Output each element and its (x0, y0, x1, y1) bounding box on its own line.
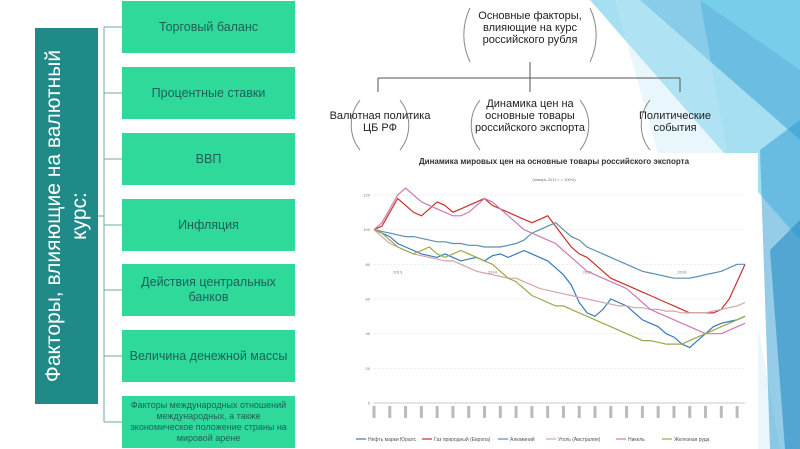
factor-trade-balance: Торговый баланс (122, 1, 295, 53)
x-tick-label (514, 406, 518, 418)
chart-title: Динамика мировых цен на основные товары … (419, 157, 690, 166)
x-tick-label (561, 406, 565, 418)
x-tick-label (419, 406, 423, 418)
export-price-chart: Динамика мировых цен на основные товары … (350, 153, 758, 449)
factor-label: Торговый баланс (158, 19, 259, 34)
factor-interest-rates: Процентные ставки (122, 67, 295, 119)
x-tick-label (435, 406, 439, 418)
year-label: 2013 (393, 269, 403, 274)
factor-label: Факторы международных отношений междунар… (130, 400, 287, 443)
tree-node-political-events: Политические события (639, 110, 711, 134)
series-line-5 (373, 229, 746, 345)
factor-label: Процентные ставки (151, 85, 266, 100)
x-tick-label (625, 406, 629, 418)
x-tick-label (483, 406, 487, 418)
x-tick-label (688, 406, 692, 418)
tree-node-cb-policy: Валютная политика ЦБ РФ (329, 110, 431, 134)
legend-entry: Железная руда (674, 437, 710, 443)
legend-entry: Нефть марки Юралс (368, 437, 417, 443)
x-tick-label (388, 406, 392, 418)
x-tick-label (640, 406, 644, 418)
factor-label: Действия центральных банков (141, 275, 276, 304)
legend-entry: Никель (628, 437, 645, 443)
series-line-1 (373, 197, 746, 314)
x-tick-label (656, 406, 660, 418)
x-tick-label (546, 406, 550, 418)
factor-label: ВВП (195, 151, 222, 166)
series-line-0 (373, 229, 746, 349)
x-tick-label (404, 406, 408, 418)
series-line-3 (373, 229, 746, 314)
factor-money-supply: Величина денежной массы (122, 330, 295, 382)
chart-subtitle: (январь 2011 г. = 100%) (532, 177, 576, 182)
x-tick-label (451, 406, 455, 418)
x-tick-label (577, 406, 581, 418)
x-tick-label (467, 406, 471, 418)
x-tick-label (719, 406, 723, 418)
factor-inflation: Инфляция (122, 199, 295, 251)
x-tick-label (372, 406, 376, 418)
x-tick-label (498, 406, 502, 418)
sidebar-title-bar: Факторы, влияющие на валютный курс: (35, 28, 98, 404)
series-line-2 (373, 221, 745, 279)
legend-entry: Алюминий (510, 436, 535, 443)
factor-international-relations: Факторы международных отношений междунар… (122, 396, 295, 448)
x-tick-label (530, 406, 534, 418)
y-tick-label: 20 (366, 366, 371, 371)
series-line-4 (373, 187, 746, 335)
y-tick-label: 40 (366, 331, 371, 336)
x-tick-label (704, 406, 708, 418)
factor-label: Инфляция (178, 217, 239, 232)
x-tick-label (609, 406, 613, 418)
legend-entry: Газ природный (Европа) (434, 436, 491, 443)
x-tick-label (593, 406, 597, 418)
factor-label: Величина денежной массы (129, 348, 288, 363)
legend-entry: Уголь (Австралия) (558, 437, 601, 443)
year-label: 2016 (677, 269, 687, 274)
sidebar-title: Факторы, влияющие на валютный курс: (41, 49, 91, 383)
y-tick-label: 60 (366, 297, 371, 302)
factor-central-banks: Действия центральных банков (122, 264, 295, 316)
year-label: 2014 (488, 269, 498, 274)
factor-gdp: ВВП (122, 133, 295, 185)
tree-node-export-prices: Динамика цен на основные товары российск… (474, 98, 586, 134)
y-tick-label: 120 (363, 193, 370, 198)
tree-root: Основные факторы, влияющие на курс росси… (478, 10, 582, 46)
x-tick-label (672, 406, 676, 418)
y-tick-label: 80 (366, 262, 371, 267)
y-tick-label: 100 (363, 227, 370, 232)
y-tick-label: 0 (368, 401, 371, 406)
x-tick-label (735, 406, 739, 418)
